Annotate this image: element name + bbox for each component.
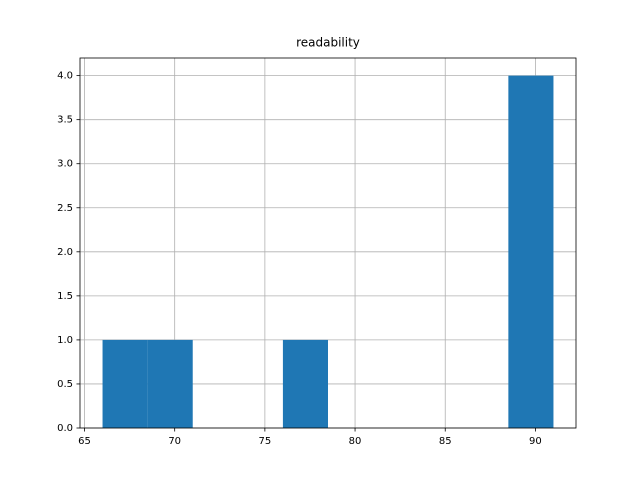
chart-title: readability (296, 36, 360, 50)
x-tick-label: 90 (529, 436, 542, 447)
y-tick-label: 0.5 (57, 379, 73, 390)
y-tick-label: 2.0 (57, 247, 73, 258)
x-tick-label: 85 (439, 436, 452, 447)
y-tick-label: 0.0 (57, 423, 73, 434)
axes-frame (79, 57, 577, 429)
y-tick-label: 1.5 (57, 291, 73, 302)
bar (102, 339, 148, 428)
x-tick-label: 65 (78, 436, 91, 447)
bar (508, 75, 554, 428)
bar (282, 339, 328, 428)
y-tick-label: 3.0 (57, 159, 73, 170)
y-tick-label: 1.0 (57, 335, 73, 346)
x-tick-label: 80 (349, 436, 362, 447)
y-tick-label: 4.0 (57, 71, 73, 82)
y-tick-label: 3.5 (57, 115, 73, 126)
x-tick-label: 75 (259, 436, 272, 447)
x-tick-label: 70 (168, 436, 181, 447)
bar (147, 339, 193, 428)
y-tick-label: 2.5 (57, 203, 73, 214)
